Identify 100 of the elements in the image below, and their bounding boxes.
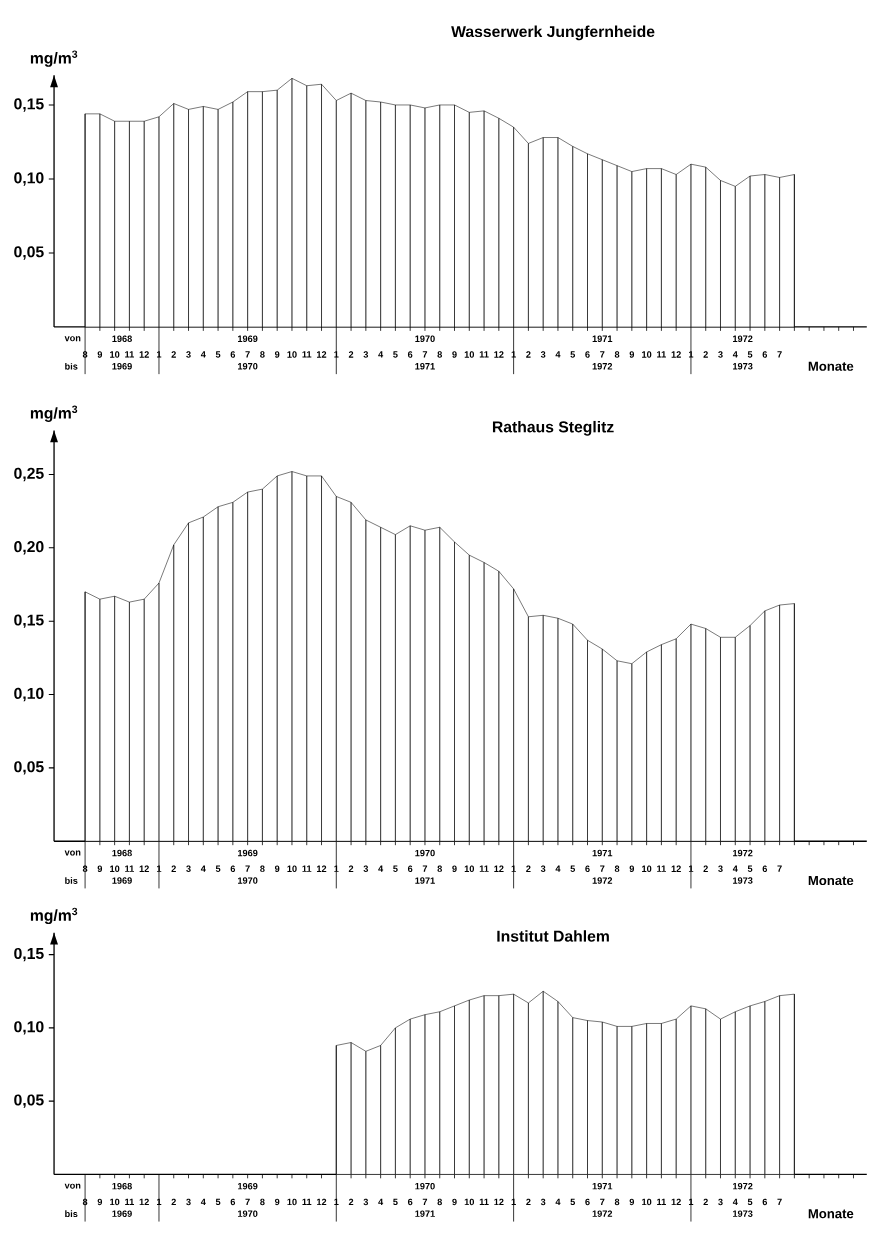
y-axis-title: mg/m$^{3}$ <box>30 405 78 422</box>
x-tick-label: 5 <box>393 351 398 358</box>
text: 1969 <box>112 1210 132 1217</box>
x-tick-label: 1 <box>334 351 339 358</box>
x-tick-label: 10 <box>464 865 475 873</box>
x-tick-label: 1 <box>511 1198 517 1205</box>
text: 1972 <box>592 1210 613 1217</box>
x-tick-label: 2 <box>348 1198 354 1206</box>
x-tick-label: 2 <box>171 351 177 358</box>
x-tick-label: 4 <box>201 351 206 358</box>
x-tick-label: 5 <box>570 865 576 872</box>
text: 1969 <box>238 1182 258 1190</box>
x-tick-label: 9 <box>629 1198 635 1206</box>
x-tick-label: 3 <box>363 865 369 873</box>
x-tick-label: 4 <box>378 1198 384 1205</box>
x-tick-label: 12 <box>317 865 327 872</box>
x-tick-label: 2 <box>171 865 177 872</box>
x-tick-label: 2 <box>703 865 709 872</box>
text: 1971 <box>415 1210 436 1217</box>
x-tick-label: 8 <box>260 865 265 873</box>
x-axis-title: Monate <box>808 361 854 371</box>
x-tick-label: 9 <box>97 351 103 358</box>
x-tick-label: 6 <box>585 351 590 358</box>
x-tick-label: 11 <box>125 865 135 872</box>
text: 1971 <box>415 363 436 370</box>
x-tick-label: 7 <box>600 865 605 872</box>
x-tick-label: 11 <box>302 1198 312 1205</box>
text: 1968 <box>112 335 133 342</box>
x-tick-label: 1 <box>689 1198 694 1205</box>
chart-title: Institut Dahlem <box>497 930 609 942</box>
x-tick-label: 9 <box>629 865 635 873</box>
x-tick-label: 7 <box>245 1198 250 1205</box>
x-tick-label: 9 <box>97 1198 103 1206</box>
y-tick-label: 0,10 <box>14 172 44 186</box>
y-tick-label: 0,25 <box>14 467 44 482</box>
x-tick-label: 10 <box>642 865 652 873</box>
x-tick-label: 9 <box>452 865 457 873</box>
text: bis <box>65 877 78 884</box>
x-tick-label: 9 <box>629 351 635 358</box>
x-tick-label: 12 <box>494 351 504 358</box>
x-tick-label: 9 <box>452 1198 457 1206</box>
x-tick-label: 12 <box>671 351 682 358</box>
x-axis-title: Monate <box>808 875 854 886</box>
x-tick-label: 4 <box>378 865 384 872</box>
x-tick-label: 8 <box>82 351 88 358</box>
x-tick-label: 2 <box>526 1198 531 1206</box>
x-tick-label: 4 <box>555 351 561 358</box>
y-tick-label: 0,05 <box>14 246 44 260</box>
x-tick-label: 3 <box>540 351 546 358</box>
x-tick-label: 6 <box>762 351 768 358</box>
text: 1969 <box>112 363 132 370</box>
x-tick-label: 11 <box>657 865 667 872</box>
text: 1970 <box>415 849 435 857</box>
x-tick-label: 1 <box>511 351 517 358</box>
x-tick-label: 6 <box>408 1198 413 1206</box>
x-tick-label: 10 <box>287 1198 297 1206</box>
x-tick-label: 5 <box>215 865 221 872</box>
x-tick-label: 4 <box>378 351 384 358</box>
text: 1971 <box>592 335 613 342</box>
x-tick-label: 12 <box>317 351 327 358</box>
x-tick-label: 12 <box>317 1198 327 1206</box>
x-tick-label: 11 <box>657 351 667 358</box>
x-tick-label: 12 <box>139 865 150 872</box>
x-tick-label: 10 <box>464 351 475 358</box>
x-tick-label: 6 <box>585 1198 590 1206</box>
x-tick-label: 1 <box>689 351 694 358</box>
text: 1973 <box>733 1210 753 1217</box>
text: 1969 <box>238 849 258 857</box>
x-tick-label: 3 <box>363 1198 369 1206</box>
x-tick-label: 6 <box>230 865 236 873</box>
x-tick-label: 4 <box>732 1198 738 1205</box>
y-tick-label: 0,20 <box>14 541 44 555</box>
x-tick-label: 7 <box>777 1198 782 1205</box>
x-tick-label: 3 <box>718 865 723 873</box>
chart-title: Wasserwerk Jungfernheide <box>451 25 655 41</box>
x-tick-label: 12 <box>494 865 504 872</box>
x-tick-label: 7 <box>600 1198 605 1205</box>
x-tick-label: 1 <box>157 1198 162 1205</box>
x-tick-label: 4 <box>732 351 738 358</box>
x-tick-label: 5 <box>393 865 398 872</box>
x-tick-label: 8 <box>614 351 620 358</box>
x-tick-label: 11 <box>657 1198 667 1205</box>
x-tick-label: 12 <box>671 1198 682 1206</box>
x-tick-label: 8 <box>437 865 443 873</box>
text: 1973 <box>733 363 753 370</box>
x-tick-label: 10 <box>642 351 652 358</box>
x-tick-label: 10 <box>287 351 297 358</box>
text: von <box>64 336 81 342</box>
x-tick-label: 9 <box>97 865 103 873</box>
text: 1968 <box>112 1182 133 1190</box>
x-axis-title: Monate <box>808 1209 854 1219</box>
x-tick-label: 11 <box>479 1198 489 1205</box>
x-tick-label: 11 <box>302 351 312 358</box>
text: 1970 <box>238 363 258 370</box>
x-tick-label: 6 <box>762 865 768 873</box>
x-tick-label: 6 <box>408 865 413 873</box>
text: bis <box>65 362 78 370</box>
text: 1972 <box>592 363 613 370</box>
y-tick-label: 0,05 <box>14 761 44 775</box>
text: bis <box>65 1210 78 1218</box>
